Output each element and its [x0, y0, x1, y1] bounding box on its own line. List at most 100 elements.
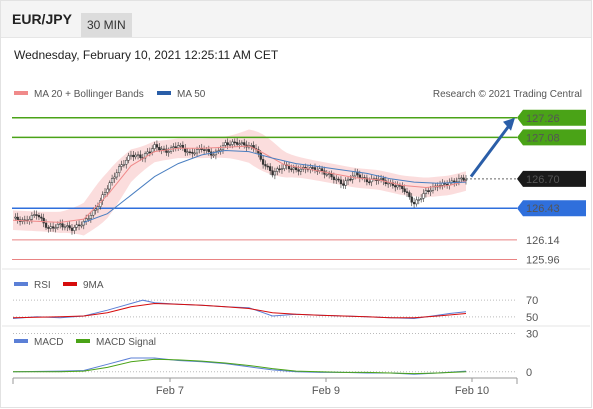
- candle-body: [228, 144, 232, 146]
- candle-body: [35, 214, 38, 216]
- candle-body: [59, 223, 62, 225]
- candle-body: [214, 150, 218, 156]
- candle-body: [212, 154, 215, 157]
- legend-swatch: [76, 339, 90, 343]
- candle-body: [115, 172, 118, 178]
- legend-swatch: [14, 282, 28, 286]
- macd-line: [12, 357, 467, 375]
- legend-swatch: [157, 91, 171, 95]
- legend-label: MACD Signal: [96, 337, 156, 348]
- support-level-label: 126.43: [526, 203, 560, 215]
- candle-body: [429, 190, 432, 192]
- macd-zero-label: 0: [526, 367, 532, 379]
- candle-body: [80, 224, 83, 227]
- candle-body: [233, 141, 236, 144]
- candle-body: [148, 151, 151, 154]
- candle-body: [110, 178, 114, 183]
- rsi-level-label: 70: [526, 295, 538, 307]
- candle-body: [379, 178, 383, 180]
- legend-label: MA 50: [177, 89, 206, 100]
- candle-body: [299, 168, 302, 172]
- candle-body: [87, 218, 90, 220]
- rsi-level-label: 50: [526, 312, 538, 324]
- interval-badge[interactable]: 30 MIN: [81, 13, 132, 37]
- candle-body: [127, 155, 130, 161]
- candle-body: [146, 151, 149, 154]
- candle-body: [82, 221, 85, 226]
- symbol-title: EUR/JPY: [12, 11, 72, 27]
- candle-body: [297, 169, 300, 172]
- candle-body: [14, 216, 17, 219]
- candle-body: [134, 154, 137, 158]
- candle-body: [172, 146, 175, 149]
- forecast-arrow-shaft: [469, 124, 511, 178]
- candle-body: [412, 201, 416, 205]
- candle-body: [202, 149, 206, 151]
- candle-body: [235, 142, 239, 145]
- candle-body: [188, 151, 192, 154]
- candle-body: [422, 193, 425, 199]
- chart-datetime: Wednesday, February 10, 2021 12:25:11 AM…: [14, 48, 279, 62]
- candle-body: [118, 166, 121, 174]
- legend-swatch: [63, 282, 77, 286]
- candle-body: [401, 185, 404, 190]
- candle-body: [113, 176, 116, 179]
- candle-body: [61, 223, 64, 228]
- candle-body: [264, 164, 267, 167]
- ma20-line: [12, 145, 467, 223]
- candle-body: [106, 188, 109, 193]
- candle-body: [174, 146, 177, 149]
- candle-body: [427, 190, 430, 192]
- candle-body: [420, 197, 423, 200]
- candle-body: [457, 178, 461, 183]
- candle-body: [177, 145, 180, 149]
- candle-body: [318, 168, 321, 171]
- candle-body: [51, 226, 55, 229]
- candle-body: [108, 182, 111, 190]
- lower-level-label: 125.96: [526, 254, 560, 266]
- candle-body: [184, 148, 187, 153]
- legend-swatch: [14, 91, 28, 95]
- candle-body: [328, 173, 331, 175]
- candle-body: [250, 145, 253, 147]
- legend-label: RSI: [34, 280, 51, 291]
- macd-signal-line: [13, 358, 467, 375]
- x-axis-label: Feb 10: [455, 385, 489, 397]
- candle-body: [238, 143, 241, 146]
- candle-body: [129, 154, 133, 157]
- candle-body: [68, 225, 71, 229]
- candle-body: [136, 154, 140, 157]
- candle-body: [353, 171, 357, 177]
- candle-body: [368, 181, 371, 184]
- candle-body: [261, 159, 265, 165]
- candle-body: [54, 227, 57, 229]
- watermark: Research © 2021 Trading Central: [433, 89, 582, 100]
- candle-body: [271, 170, 274, 176]
- candle-body: [417, 199, 420, 201]
- candle-body: [219, 149, 222, 152]
- candle-body: [47, 227, 50, 229]
- forecast-arrow-head: [503, 117, 515, 131]
- candle-body: [165, 148, 168, 153]
- candle-body: [349, 178, 352, 181]
- resistance-level-label: 127.26: [526, 113, 560, 125]
- candle-body: [125, 159, 128, 165]
- candle-body: [103, 192, 107, 195]
- candle-body: [240, 142, 244, 145]
- candle-body: [320, 168, 324, 172]
- candle-body: [139, 154, 142, 158]
- candle-body: [269, 166, 272, 171]
- rsi-level-label: 30: [526, 329, 538, 341]
- candle-body: [332, 176, 336, 180]
- candle-body: [226, 142, 229, 146]
- candle-body: [337, 178, 340, 181]
- candle-body: [330, 173, 333, 178]
- candle-body: [410, 196, 413, 203]
- candle-body: [280, 168, 284, 170]
- candle-body: [290, 168, 293, 171]
- ma50-line: [83, 149, 467, 223]
- candle-body: [278, 168, 281, 171]
- candle-body: [63, 226, 67, 229]
- candle-body: [155, 144, 159, 148]
